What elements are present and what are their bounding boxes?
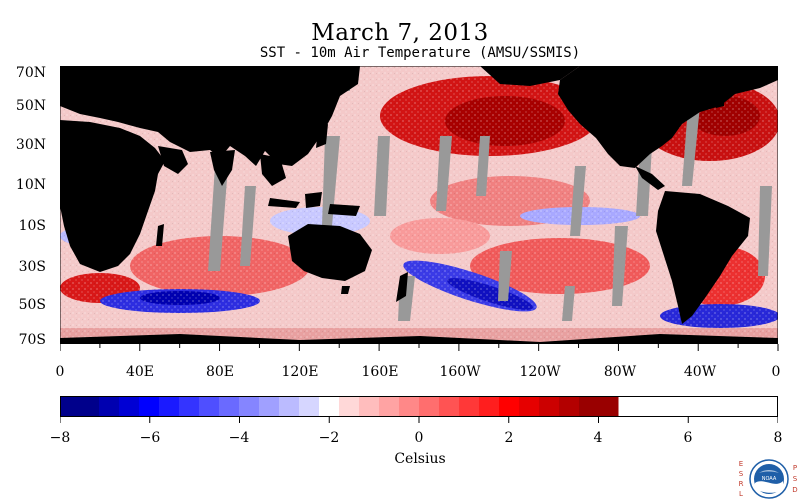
colorbar-bin xyxy=(179,396,200,416)
colorbar-bin xyxy=(559,396,580,416)
central-america xyxy=(635,166,665,190)
colorbar-bin xyxy=(119,396,140,416)
colorbar-tick-neg2: −2 xyxy=(318,430,340,446)
lat-label-70s: 70S xyxy=(18,332,46,348)
colorbar-bin xyxy=(139,396,160,416)
colorbar-bin xyxy=(419,396,440,416)
noaa-esrl-logo: E S R L NOAA P S D xyxy=(737,458,799,500)
japan xyxy=(316,124,328,148)
map-title: March 7, 2013 xyxy=(311,20,489,46)
logo-letter-p: P xyxy=(792,464,798,472)
longitude-ticks xyxy=(60,344,779,351)
eurasia xyxy=(60,66,360,166)
alaska xyxy=(480,66,580,86)
colorbar-bin xyxy=(479,396,500,416)
lat-label-30s: 30S xyxy=(18,259,46,275)
colorbar-bin xyxy=(539,396,560,416)
new-guinea xyxy=(328,204,360,216)
colorbar-bin xyxy=(359,396,380,416)
new-zealand xyxy=(396,272,408,302)
colorbar-tick-0: 0 xyxy=(414,430,424,446)
lon-label-0: 0 xyxy=(55,364,65,380)
logo-letter-e: E xyxy=(738,460,744,468)
colorbar-bin xyxy=(499,396,520,416)
colorbar-bin xyxy=(579,396,619,416)
colorbar-bin xyxy=(439,396,460,416)
sst-anomaly-map xyxy=(60,66,778,344)
australia xyxy=(288,224,372,281)
lon-label-120e: 120E xyxy=(281,364,319,380)
colorbar-bin xyxy=(99,396,120,416)
madagascar xyxy=(156,224,164,246)
logo-letter-r: R xyxy=(738,480,744,488)
colorbar-tick-neg8: −8 xyxy=(49,430,71,446)
colorbar-bin xyxy=(379,396,400,416)
indonesia-1 xyxy=(268,198,300,208)
colorbar-bin xyxy=(279,396,300,416)
colorbar-bin xyxy=(459,396,480,416)
colorbar-bin xyxy=(339,396,360,416)
colorbar-bin xyxy=(199,396,220,416)
lat-label-50s: 50S xyxy=(18,297,46,313)
logo-letter-s-right: S xyxy=(792,475,798,483)
colorbar-bin xyxy=(259,396,280,416)
lon-label-0-east: 0 xyxy=(771,364,781,380)
lon-label-160w: 160W xyxy=(439,364,481,380)
logo-letter-d: D xyxy=(792,486,798,494)
indonesia-2 xyxy=(305,192,322,208)
colorbar-bin xyxy=(219,396,240,416)
map-subtitle: SST - 10m Air Temperature (AMSU/SSMIS) xyxy=(259,45,581,61)
colorbar-bin xyxy=(299,396,320,416)
colorbar-bin xyxy=(159,396,180,416)
colorbar xyxy=(60,396,778,423)
antarctica xyxy=(60,334,778,344)
tasmania xyxy=(341,286,350,294)
lat-label-10n: 10N xyxy=(15,177,46,193)
uk xyxy=(715,92,724,108)
noaa-badge-text: NOAA xyxy=(762,476,777,482)
lon-label-160e: 160E xyxy=(361,364,399,380)
greenland xyxy=(660,66,710,88)
africa xyxy=(60,120,165,272)
north-america xyxy=(558,66,778,168)
colorbar-bin xyxy=(399,396,420,416)
lat-label-70n: 70N xyxy=(15,65,46,81)
colorbar-bin xyxy=(519,396,540,416)
lat-label-10s: 10S xyxy=(18,218,46,234)
lat-label-30n: 30N xyxy=(15,137,46,153)
arabia xyxy=(158,146,188,174)
colorbar-unit-label: Celsius xyxy=(394,451,446,467)
missing-data-swaths xyxy=(208,66,772,321)
colorbar-bin xyxy=(239,396,260,416)
lon-label-40w: 40W xyxy=(683,364,717,380)
colorbar-tick-2: 2 xyxy=(504,430,514,446)
lon-label-80w: 80W xyxy=(603,364,637,380)
europe-scandinavia xyxy=(60,66,120,106)
noaa-badge-icon: NOAA xyxy=(749,459,789,499)
colorbar-bin xyxy=(60,396,100,416)
lat-label-50n: 50N xyxy=(15,98,46,114)
colorbar-tick-4: 4 xyxy=(593,430,603,446)
colorbar-bin xyxy=(319,396,340,416)
colorbar-tick-8: 8 xyxy=(773,430,783,446)
colorbar-tick-6: 6 xyxy=(683,430,693,446)
lon-label-120w: 120W xyxy=(519,364,561,380)
southeast-asia xyxy=(260,154,286,186)
colorbar-tick-neg4: −4 xyxy=(228,430,250,446)
land-masses xyxy=(60,66,778,344)
lon-label-80e: 80E xyxy=(205,364,235,380)
south-america xyxy=(656,191,750,324)
logo-letter-l: L xyxy=(739,490,743,498)
logo-letter-s: S xyxy=(738,470,744,478)
lon-label-40e: 40E xyxy=(125,364,155,380)
india xyxy=(210,150,235,186)
colorbar-tick-neg6: −6 xyxy=(139,430,161,446)
